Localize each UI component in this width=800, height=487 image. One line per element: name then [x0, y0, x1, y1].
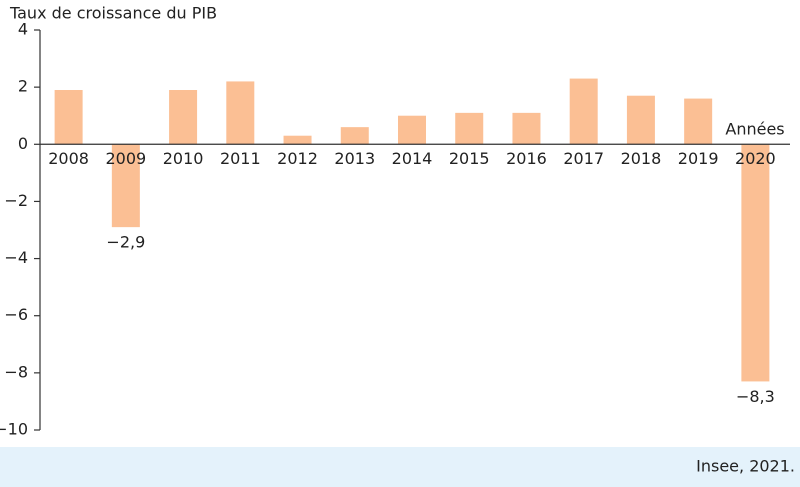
bar: [111, 144, 140, 228]
bar: [569, 78, 598, 145]
x-tick-label: 2012: [277, 149, 318, 168]
value-label: −2,9: [106, 233, 145, 252]
x-tick-label: 2014: [392, 149, 433, 168]
x-tick-label: 2009: [105, 149, 146, 168]
bar: [226, 81, 255, 145]
x-tick-label: 2017: [563, 149, 604, 168]
x-tick-label: 2016: [506, 149, 547, 168]
bar: [455, 112, 484, 145]
x-tick-label: 2015: [449, 149, 490, 168]
bar: [340, 127, 369, 145]
x-tick-label: 2008: [48, 149, 89, 168]
y-tick-label: 4: [18, 20, 28, 39]
y-tick-label: 0: [18, 134, 28, 153]
x-tick-label: 2010: [163, 149, 204, 168]
bar: [169, 90, 198, 145]
x-tick-label: 2011: [220, 149, 261, 168]
y-tick-label: 2: [18, 77, 28, 96]
y-tick-label: −8: [4, 362, 28, 381]
bar: [684, 98, 713, 145]
source: Insee, 2021.: [696, 457, 795, 476]
x-tick-label: 2019: [678, 149, 719, 168]
x-axis-label: Années: [725, 120, 784, 139]
x-tick-label: 2013: [334, 149, 375, 168]
y-tick-label: −2: [4, 191, 28, 210]
y-tick-label: −4: [4, 248, 28, 267]
x-tick-label: 2020: [735, 149, 776, 168]
bar: [741, 144, 770, 382]
bar: [54, 90, 83, 145]
bar: [283, 135, 312, 145]
x-tick-label: 2018: [621, 149, 662, 168]
y-tick-label: −10: [0, 420, 28, 439]
value-label: −8,3: [736, 387, 775, 406]
bar: [398, 115, 426, 145]
y-tick-label: −6: [4, 305, 28, 324]
bar: [626, 95, 655, 145]
footer-band: [0, 447, 800, 487]
bar: [512, 112, 541, 145]
chart-title: Taux de croissance du PIB: [9, 4, 217, 23]
